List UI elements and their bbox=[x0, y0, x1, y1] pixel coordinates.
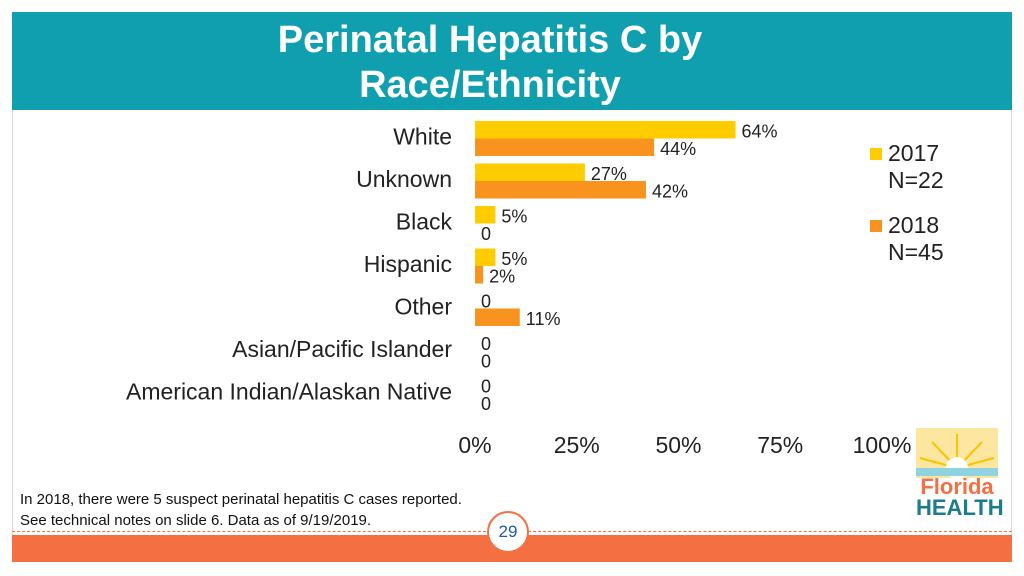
bar bbox=[475, 206, 496, 224]
florida-health-logo-icon bbox=[916, 428, 998, 479]
title-bar bbox=[12, 12, 1012, 110]
data-label: 27% bbox=[591, 164, 627, 184]
x-tick-label: 0% bbox=[458, 432, 491, 458]
data-label: 5% bbox=[501, 249, 527, 269]
page-number: 29 bbox=[487, 511, 529, 553]
data-label: 44% bbox=[660, 139, 696, 159]
data-label: 0 bbox=[481, 224, 491, 244]
legend-swatch-2018 bbox=[870, 220, 882, 232]
data-label: 0 bbox=[481, 334, 491, 354]
legend-label-2018-year: 2018 bbox=[888, 212, 940, 238]
bar bbox=[475, 181, 646, 199]
category-label: White bbox=[393, 124, 452, 150]
data-label: 0 bbox=[481, 377, 491, 397]
data-label: 0 bbox=[481, 352, 491, 372]
category-label: Unknown bbox=[356, 166, 452, 192]
legend-entry-2018: 2018 N=45 bbox=[866, 212, 944, 266]
bar bbox=[475, 121, 736, 139]
data-label: 42% bbox=[652, 182, 688, 202]
bar bbox=[475, 266, 484, 284]
logo-text-health: HEALTH bbox=[916, 495, 1004, 520]
title-line-1: Perinatal Hepatitis C by bbox=[277, 19, 703, 61]
data-label: 64% bbox=[741, 122, 777, 142]
legend-entry-2017: 2017 N=22 bbox=[866, 140, 944, 194]
footnote-line-1: In 2018, there were 5 suspect perinatal … bbox=[20, 491, 462, 508]
x-tick-label: 25% bbox=[554, 432, 600, 458]
category-label: Hispanic bbox=[364, 251, 452, 277]
category-label: Black bbox=[396, 209, 453, 235]
legend-label-2017-n: N=22 bbox=[888, 167, 944, 193]
chart-legend: 2017 N=22 2018 N=45 bbox=[866, 140, 944, 284]
bar bbox=[475, 138, 655, 156]
footnote-line-2: See technical notes on slide 6. Data as … bbox=[20, 512, 372, 529]
data-label: 2% bbox=[489, 267, 515, 287]
data-label: 0 bbox=[481, 394, 491, 414]
data-label: 0 bbox=[481, 292, 491, 312]
category-label: Asian/Pacific Islander bbox=[232, 336, 452, 362]
footnote: In 2018, there were 5 suspect perinatal … bbox=[20, 489, 462, 531]
x-tick-label: 50% bbox=[655, 432, 701, 458]
x-tick-label: 75% bbox=[757, 432, 803, 458]
category-label: Other bbox=[394, 294, 452, 320]
title-line-2: Race/Ethnicity bbox=[359, 64, 621, 106]
bar bbox=[475, 308, 520, 326]
legend-label-2017-year: 2017 bbox=[888, 140, 940, 166]
bar bbox=[475, 163, 585, 181]
category-label: American Indian/Alaskan Native bbox=[126, 379, 452, 405]
legend-swatch-2017 bbox=[870, 148, 882, 160]
data-label: 11% bbox=[526, 309, 561, 329]
data-label: 5% bbox=[501, 207, 527, 227]
legend-label-2018-n: N=45 bbox=[888, 239, 944, 265]
x-tick-label: 100% bbox=[853, 432, 912, 458]
slide-title: Perinatal Hepatitis C by Race/Ethnicity bbox=[160, 18, 820, 108]
bar bbox=[475, 248, 496, 266]
logo-text-florida: Florida bbox=[920, 474, 994, 499]
